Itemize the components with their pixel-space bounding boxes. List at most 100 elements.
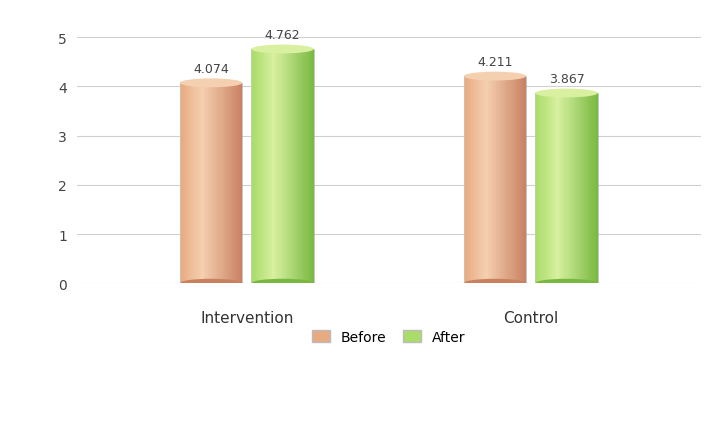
Bar (290, 50, 291, 284)
Bar (264, 50, 265, 284)
Bar (513, 77, 515, 284)
Bar (560, 94, 561, 284)
Bar (293, 50, 294, 284)
Bar (592, 94, 594, 284)
Bar (559, 94, 560, 284)
Bar (309, 50, 310, 284)
Text: 4.211: 4.211 (477, 56, 513, 69)
Bar (277, 50, 279, 284)
Ellipse shape (251, 46, 314, 54)
Bar (516, 77, 517, 284)
Bar (281, 50, 283, 284)
Text: 4.074: 4.074 (193, 63, 229, 76)
Bar (214, 83, 216, 284)
Bar (591, 94, 592, 284)
Bar (187, 83, 188, 284)
Bar (586, 94, 587, 284)
Bar (218, 83, 219, 284)
Bar (518, 77, 519, 284)
Bar (292, 50, 293, 284)
Bar (556, 94, 557, 284)
Bar (212, 83, 213, 284)
Bar (479, 77, 480, 284)
Ellipse shape (180, 79, 242, 88)
Bar (299, 50, 300, 284)
Bar (205, 83, 206, 284)
Bar (225, 83, 226, 284)
Bar (488, 77, 489, 284)
Bar (505, 77, 506, 284)
Bar (570, 94, 571, 284)
Bar (267, 50, 268, 284)
Bar (547, 94, 548, 284)
Bar (216, 83, 218, 284)
Bar (578, 94, 579, 284)
Bar (465, 77, 466, 284)
Bar (515, 77, 516, 284)
Bar (211, 83, 212, 284)
Bar (519, 77, 520, 284)
Bar (470, 77, 471, 284)
Legend: Before, After: Before, After (306, 324, 471, 349)
Bar (521, 77, 522, 284)
Bar (551, 94, 552, 284)
Bar (256, 50, 258, 284)
Bar (274, 50, 276, 284)
Bar (269, 50, 270, 284)
Bar (496, 77, 497, 284)
Bar (196, 83, 198, 284)
Bar (251, 50, 253, 284)
Bar (188, 83, 189, 284)
Bar (571, 94, 573, 284)
Bar (569, 94, 570, 284)
Bar (228, 83, 229, 284)
Bar (522, 77, 523, 284)
Bar (511, 77, 512, 284)
Bar (563, 94, 564, 284)
Bar (583, 94, 584, 284)
Bar (487, 77, 488, 284)
Bar (182, 83, 183, 284)
Ellipse shape (180, 279, 242, 288)
Bar (233, 83, 234, 284)
Bar (499, 77, 500, 284)
Bar (483, 77, 485, 284)
Bar (271, 50, 272, 284)
Bar (573, 94, 574, 284)
Bar (219, 83, 221, 284)
Bar (262, 50, 263, 284)
Bar (562, 94, 563, 284)
Bar (208, 83, 209, 284)
Bar (574, 94, 575, 284)
Bar (308, 50, 309, 284)
Bar (226, 83, 227, 284)
Bar (239, 83, 241, 284)
Bar (581, 94, 582, 284)
Bar (525, 77, 526, 284)
Bar (241, 83, 242, 284)
Bar (497, 77, 498, 284)
Bar (265, 50, 266, 284)
Bar (310, 50, 311, 284)
Bar (468, 77, 469, 284)
Bar (260, 50, 261, 284)
Bar (546, 94, 547, 284)
Bar (231, 83, 232, 284)
Bar (481, 77, 483, 284)
Bar (585, 94, 586, 284)
Bar (498, 77, 499, 284)
Bar (545, 94, 546, 284)
Bar (485, 77, 487, 284)
Bar (510, 77, 511, 284)
Bar (475, 77, 476, 284)
Bar (203, 83, 204, 284)
Bar (495, 77, 496, 284)
Bar (566, 94, 568, 284)
Bar (539, 94, 541, 284)
Bar (283, 50, 284, 284)
Bar (304, 50, 306, 284)
Bar (229, 83, 230, 284)
Bar (261, 50, 262, 284)
Bar (508, 77, 510, 284)
Bar (552, 94, 553, 284)
